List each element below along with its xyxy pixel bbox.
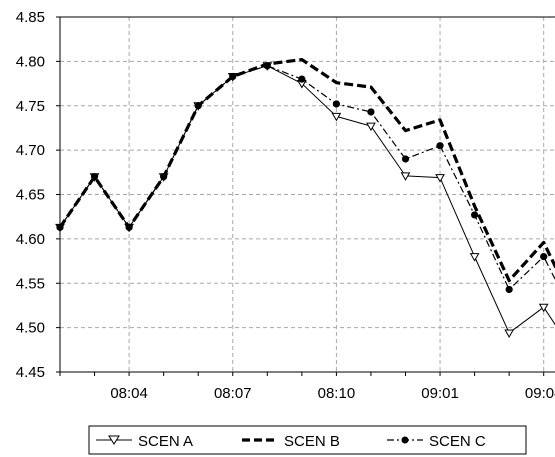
x-tick-label: 09:01: [421, 385, 459, 402]
data-point-scen-c: [263, 62, 271, 70]
data-point-scen-c: [194, 102, 202, 110]
data-point-scen-a: [331, 112, 342, 122]
data-point-scen-a: [469, 253, 480, 262]
data-point-scen-c: [90, 173, 99, 181]
data-point-scen-c: [436, 142, 444, 150]
y-tick-label: 4.80: [16, 53, 45, 70]
legend-label-scen-c: SCEN C: [429, 433, 486, 450]
legend-label-scen-b: SCEN B: [284, 433, 340, 450]
y-tick-label: 4.55: [16, 275, 45, 292]
series-lines: [55, 57, 555, 338]
y-tick-label: 4.75: [16, 98, 45, 115]
gridlines: [60, 17, 555, 372]
y-tick-labels: 4.45 4.50 4.55 4.60 4.65 4.70 4.75 4.80 4.85: [16, 9, 60, 381]
legend-item-scen-c: SCEN C: [387, 433, 486, 450]
data-point-scen-c: [160, 173, 168, 181]
y-tick-label: 4.85: [16, 9, 45, 26]
data-point-scen-c: [298, 75, 306, 83]
y-tick-label: 4.65: [16, 187, 45, 204]
data-point-scen-a: [435, 174, 445, 183]
data-point-scen-c: [471, 211, 479, 219]
data-point-scen-c: [367, 108, 375, 116]
data-point-scen-c: [401, 155, 410, 163]
data-point-scen-a: [366, 122, 376, 132]
data-point-scen-c: [505, 285, 513, 294]
legend-box: [88, 425, 527, 455]
legend: SCEN A SCEN B SCEN C: [88, 425, 527, 455]
data-point-scen-c: [229, 72, 237, 81]
data-point-scen-a: [538, 303, 549, 313]
y-tick-label: 4.50: [16, 320, 45, 337]
x-tick-label: 08:07: [214, 385, 252, 402]
data-point-scen-c: [125, 223, 133, 231]
x-tick-label: 09:04: [525, 385, 555, 402]
data-point-scen-a: [504, 329, 515, 338]
y-tick-label: 4.70: [16, 142, 45, 159]
y-tick-label: 4.60: [16, 231, 45, 248]
data-point-scen-c: [540, 253, 548, 261]
legend-marker-scen-a: [108, 435, 120, 445]
x-tick-label: 08:04: [110, 385, 148, 402]
legend-item-scen-a: SCEN A: [96, 433, 193, 450]
data-point-scen-a: [400, 172, 411, 181]
data-point-scen-c: [332, 100, 340, 108]
legend-label-scen-a: SCEN A: [138, 433, 193, 450]
data-point-scen-c: [56, 223, 64, 231]
x-tick-label: 08:10: [318, 385, 356, 402]
legend-item-scen-b: SCEN B: [242, 433, 340, 450]
legend-marker-scen-c: [401, 436, 409, 444]
y-tick-label: 4.45: [16, 364, 45, 381]
